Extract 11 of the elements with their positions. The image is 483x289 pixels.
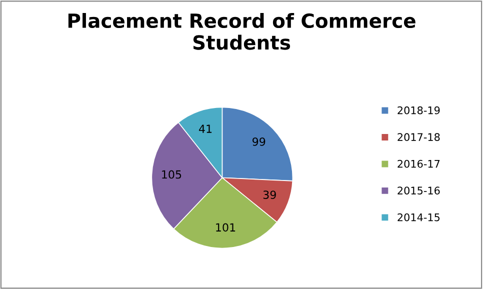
data-label: 41: [198, 124, 212, 133]
data-label: 39: [263, 190, 276, 199]
legend-label: 2014-15: [398, 213, 440, 222]
legend-label: 2018-19: [398, 106, 440, 114]
data-label: 105: [162, 170, 182, 179]
data-label: 101: [216, 223, 236, 232]
legend-label: 2017-18: [398, 133, 440, 142]
legend-label: 2016-17: [398, 160, 440, 168]
legend-label: 2015-16: [398, 186, 440, 194]
chart-title: Placement Record of Commerce Students: [68, 13, 416, 50]
data-label: 99: [252, 137, 266, 146]
